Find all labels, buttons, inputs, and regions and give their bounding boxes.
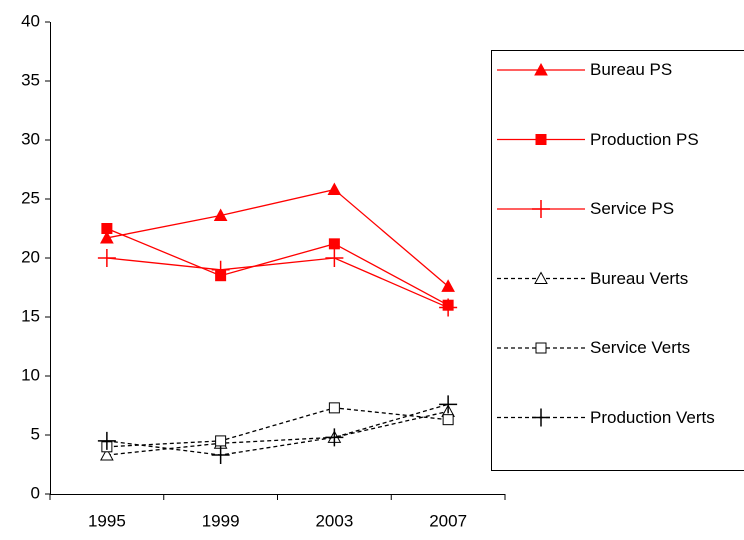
marker xyxy=(441,279,455,292)
y-tick-label: 20 xyxy=(21,247,40,266)
marker xyxy=(325,428,344,447)
marker xyxy=(101,223,113,234)
marker xyxy=(535,134,547,145)
marker xyxy=(325,249,344,267)
x-tick-label: 1995 xyxy=(88,511,126,530)
legend-label: Bureau Verts xyxy=(590,268,689,288)
marker xyxy=(532,200,550,218)
marker xyxy=(328,402,340,414)
marker xyxy=(439,395,458,414)
marker xyxy=(327,182,342,196)
marker xyxy=(534,62,548,76)
series-line xyxy=(106,403,449,456)
marker xyxy=(215,435,227,447)
y-tick-label: 35 xyxy=(21,70,40,89)
y-tick-label: 40 xyxy=(21,11,40,30)
marker xyxy=(100,230,114,244)
series-line xyxy=(106,188,449,287)
legend-box xyxy=(491,50,744,471)
series-line xyxy=(106,257,449,309)
legend-label: Service PS xyxy=(590,199,675,218)
marker xyxy=(535,342,547,354)
legend-label: Production PS xyxy=(590,129,699,149)
series-line xyxy=(106,227,449,306)
series-line xyxy=(106,407,449,448)
series-line xyxy=(106,410,449,456)
marker xyxy=(439,298,458,317)
marker xyxy=(100,448,114,461)
marker xyxy=(328,238,340,250)
x-tick-label: 2003 xyxy=(315,511,353,530)
marker xyxy=(97,431,116,450)
marker xyxy=(211,260,230,279)
y-tick-label: 0 xyxy=(31,483,40,502)
marker xyxy=(534,271,548,284)
x-tick-label: 1999 xyxy=(202,511,240,530)
y-tick-label: 10 xyxy=(21,365,40,384)
marker xyxy=(442,414,454,426)
y-tick-label: 5 xyxy=(31,424,40,443)
legend-label: Service Verts xyxy=(590,338,691,357)
x-tick-label: 2007 xyxy=(429,511,467,530)
marker xyxy=(211,446,230,465)
legend-label: Bureau PS xyxy=(590,60,673,79)
y-tick-label: 30 xyxy=(21,129,40,148)
marker xyxy=(213,208,228,222)
y-tick-label: 25 xyxy=(21,188,40,207)
marker xyxy=(532,408,550,427)
marker xyxy=(97,249,116,267)
legend-label: Production Verts xyxy=(590,407,715,427)
y-tick-label: 15 xyxy=(21,306,40,325)
